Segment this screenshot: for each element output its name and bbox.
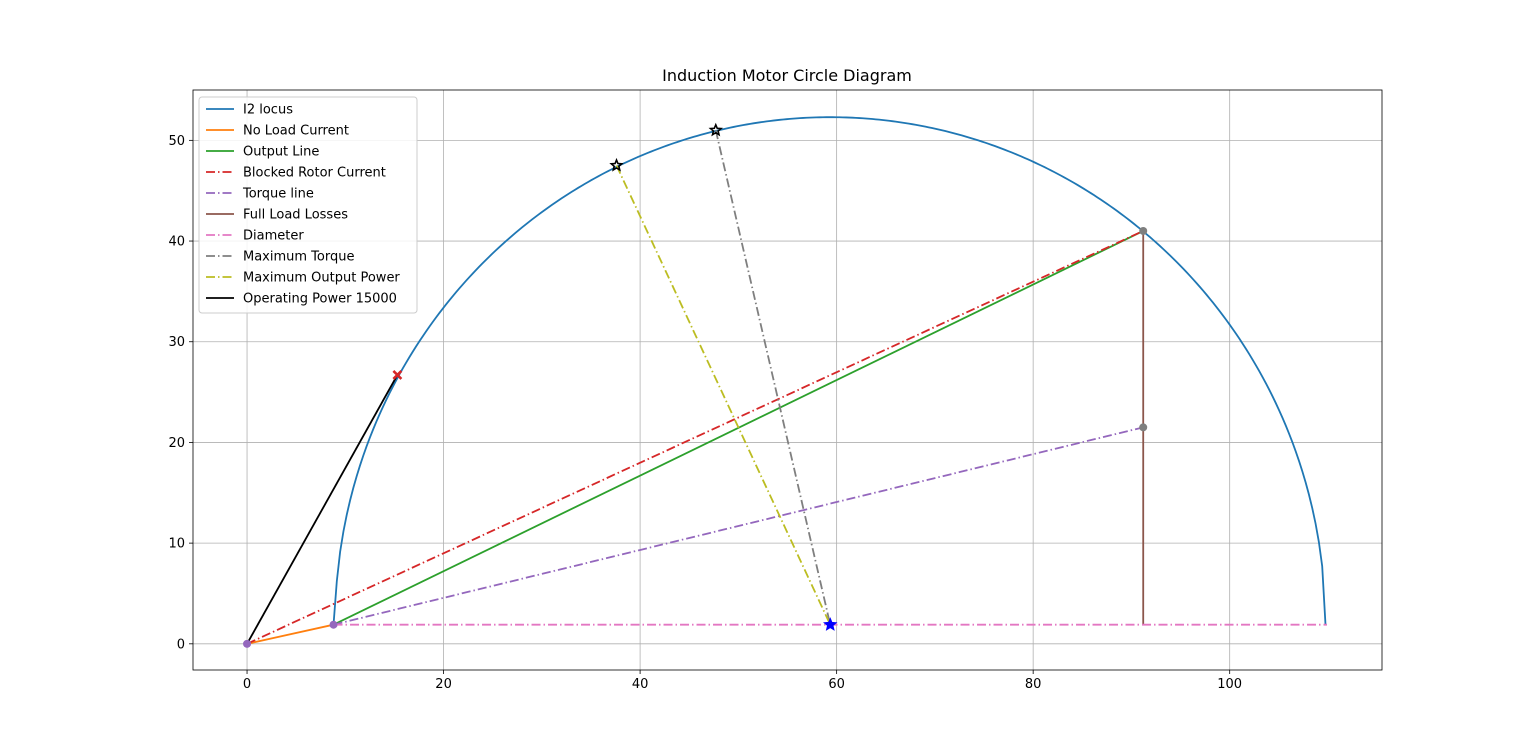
y-tick-label: 20 bbox=[168, 436, 185, 451]
marker-point-1 bbox=[329, 620, 338, 629]
legend: I2 locus No Load Current Output Line Blocke… bbox=[198, 96, 418, 314]
marker-point-2 bbox=[1139, 226, 1148, 235]
y-tick-label: 0 bbox=[177, 637, 185, 652]
plot-area bbox=[243, 116, 1327, 648]
legend-label: Blocked Rotor Current bbox=[243, 166, 386, 181]
x-tick-label: 100 bbox=[1217, 677, 1242, 692]
x-tick-label: 20 bbox=[435, 677, 452, 692]
marker-x-7 bbox=[392, 370, 403, 380]
legend-label: Maximum Torque bbox=[243, 250, 354, 265]
marker-star-6 bbox=[823, 617, 838, 631]
axes: 0 20 40 60 80 100 0 10 20 30 40 50 bbox=[168, 89, 1383, 692]
series-line-1 bbox=[246, 623, 334, 645]
y-tick-label: 50 bbox=[168, 134, 185, 149]
legend-label: Diameter bbox=[243, 229, 304, 244]
marker-point-3 bbox=[1139, 423, 1148, 432]
axes-frame bbox=[192, 89, 1383, 671]
legend-label: Operating Power 15000 bbox=[243, 292, 397, 307]
legend-label: Maximum Output Power bbox=[243, 271, 400, 286]
legend-label: I2 locus bbox=[243, 103, 293, 118]
series-line-7 bbox=[714, 130, 832, 625]
legend-box bbox=[198, 96, 418, 314]
y-tick-label: 40 bbox=[168, 235, 185, 250]
series-line-4 bbox=[333, 426, 1144, 626]
marker-star-4 bbox=[708, 122, 723, 137]
x-tick-label: 0 bbox=[243, 677, 251, 692]
legend-label: Output Line bbox=[243, 145, 319, 160]
series-line-9 bbox=[246, 374, 399, 645]
series-line-8 bbox=[615, 165, 832, 626]
x-tick-label: 80 bbox=[1025, 677, 1042, 692]
legend-label: Full Load Losses bbox=[243, 208, 348, 223]
y-tick-label: 30 bbox=[168, 335, 185, 350]
marker-point-0 bbox=[243, 639, 252, 648]
marker-star-5 bbox=[609, 157, 624, 172]
x-tick-label: 60 bbox=[828, 677, 845, 692]
series-i2-locus bbox=[332, 116, 1327, 625]
y-tick-label: 10 bbox=[168, 537, 185, 552]
legend-label: No Load Current bbox=[243, 124, 349, 139]
legend-label: Torque line bbox=[242, 187, 314, 202]
grid-lines bbox=[193, 90, 1382, 670]
x-tick-label: 40 bbox=[632, 677, 649, 692]
chart-title: Induction Motor Circle Diagram bbox=[662, 66, 912, 85]
